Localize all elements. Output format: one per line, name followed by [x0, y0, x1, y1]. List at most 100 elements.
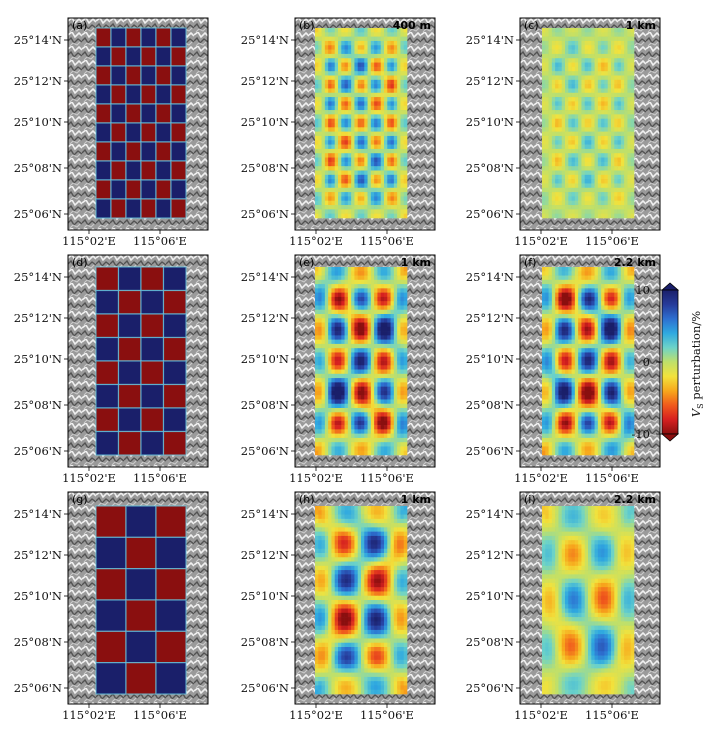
recovered-cell	[588, 390, 592, 396]
recovered-cell	[387, 40, 391, 46]
recovered-cell	[321, 62, 326, 68]
recovered-cell	[627, 110, 632, 115]
recovered-cell	[380, 348, 385, 353]
recovered-cell	[367, 271, 372, 276]
recovered-cell	[545, 292, 549, 298]
recovered-cell	[400, 301, 405, 306]
recovered-cell	[555, 390, 559, 396]
recovered-cell	[620, 305, 625, 311]
recovered-cell	[403, 399, 408, 405]
recovered-cell	[377, 331, 382, 336]
recovered-cell	[611, 79, 615, 85]
recovered-cell	[591, 395, 595, 400]
recovered-cell	[351, 79, 355, 85]
recovered-cell	[403, 66, 408, 72]
recovered-cell	[624, 305, 628, 311]
recovered-cell	[328, 49, 332, 55]
recovered-cell	[364, 196, 368, 202]
recovered-cell	[400, 205, 405, 210]
recovered-cell	[630, 386, 635, 392]
recovered-cell	[321, 200, 326, 206]
recovered-cell	[568, 105, 572, 111]
recovered-cell	[594, 301, 599, 306]
recovered-cell	[607, 183, 612, 189]
recovered-cell	[354, 288, 359, 293]
recovered-cell	[578, 183, 582, 189]
recovered-cell	[390, 378, 395, 383]
recovered-cell	[338, 213, 342, 219]
recovered-cell	[561, 135, 566, 141]
recovered-cell	[374, 88, 378, 94]
recovered-cell	[588, 40, 592, 46]
recovered-cell	[354, 408, 359, 413]
recovered-cell	[630, 105, 635, 111]
recovered-cell	[384, 32, 388, 37]
recovered-cell	[321, 412, 326, 417]
recovered-cell	[604, 148, 609, 154]
recovered-cell	[318, 373, 322, 379]
recovered-cell	[574, 395, 579, 400]
recovered-cell	[400, 425, 405, 430]
recovered-cell	[400, 153, 405, 158]
recovered-cell	[620, 403, 625, 409]
recovered-cell	[601, 267, 605, 272]
recovered-cell	[331, 326, 336, 332]
recovered-cell	[571, 365, 576, 370]
recovered-cell	[390, 296, 395, 302]
recovered-cell	[321, 101, 326, 107]
recovered-cell	[374, 71, 378, 76]
recovered-cell	[374, 420, 378, 426]
recovered-cell	[364, 331, 368, 336]
recovered-cell	[354, 390, 359, 396]
recovered-cell	[341, 187, 345, 193]
recovered-cell	[315, 433, 319, 439]
recovered-cell	[561, 58, 566, 63]
recovered-cell	[318, 28, 322, 33]
recovered-cell	[568, 118, 572, 124]
recovered-cell	[370, 420, 375, 426]
recovered-cell	[315, 170, 319, 176]
recovered-cell	[367, 123, 372, 128]
recovered-cell	[393, 118, 398, 124]
recovered-cell	[367, 97, 372, 102]
recovered-cell	[607, 314, 612, 319]
recovered-cell	[574, 369, 579, 375]
recovered-cell	[620, 318, 625, 323]
recovered-cell	[594, 339, 599, 345]
recovered-cell	[321, 446, 326, 452]
recovered-cell	[555, 36, 559, 42]
recovered-cell	[574, 110, 579, 115]
recovered-cell	[370, 275, 375, 281]
recovered-cell	[334, 395, 339, 400]
recovered-cell	[614, 326, 618, 332]
recovered-cell	[588, 45, 592, 50]
recovered-cell	[377, 28, 382, 33]
recovered-cell	[341, 200, 345, 206]
recovered-cell	[551, 123, 556, 128]
recovered-cell	[545, 49, 549, 55]
recovered-cell	[384, 196, 388, 202]
recovered-cell	[393, 412, 398, 417]
recovered-cell	[558, 53, 563, 59]
recovered-cell	[571, 144, 576, 150]
recovered-cell	[354, 58, 359, 63]
recovered-cell	[601, 408, 605, 413]
recovered-cell	[361, 343, 365, 349]
recovered-cell	[384, 339, 388, 345]
recovered-cell	[341, 105, 345, 111]
recovered-cell	[607, 318, 612, 323]
recovered-cell	[604, 412, 609, 417]
y-tick-label: 25°06'N	[14, 444, 62, 458]
recovered-cell	[331, 373, 336, 379]
recovered-cell	[341, 114, 345, 119]
recovered-cell	[627, 331, 632, 336]
y-tick-label: 25°14'N	[241, 270, 289, 284]
recovered-cell	[351, 356, 355, 362]
recovered-cell	[568, 296, 572, 302]
recovered-cell	[617, 88, 622, 94]
recovered-cell	[380, 101, 385, 107]
recovered-cell	[551, 339, 556, 345]
recovered-cell	[338, 288, 342, 293]
recovered-cell	[568, 135, 572, 141]
recovered-cell	[617, 331, 622, 336]
